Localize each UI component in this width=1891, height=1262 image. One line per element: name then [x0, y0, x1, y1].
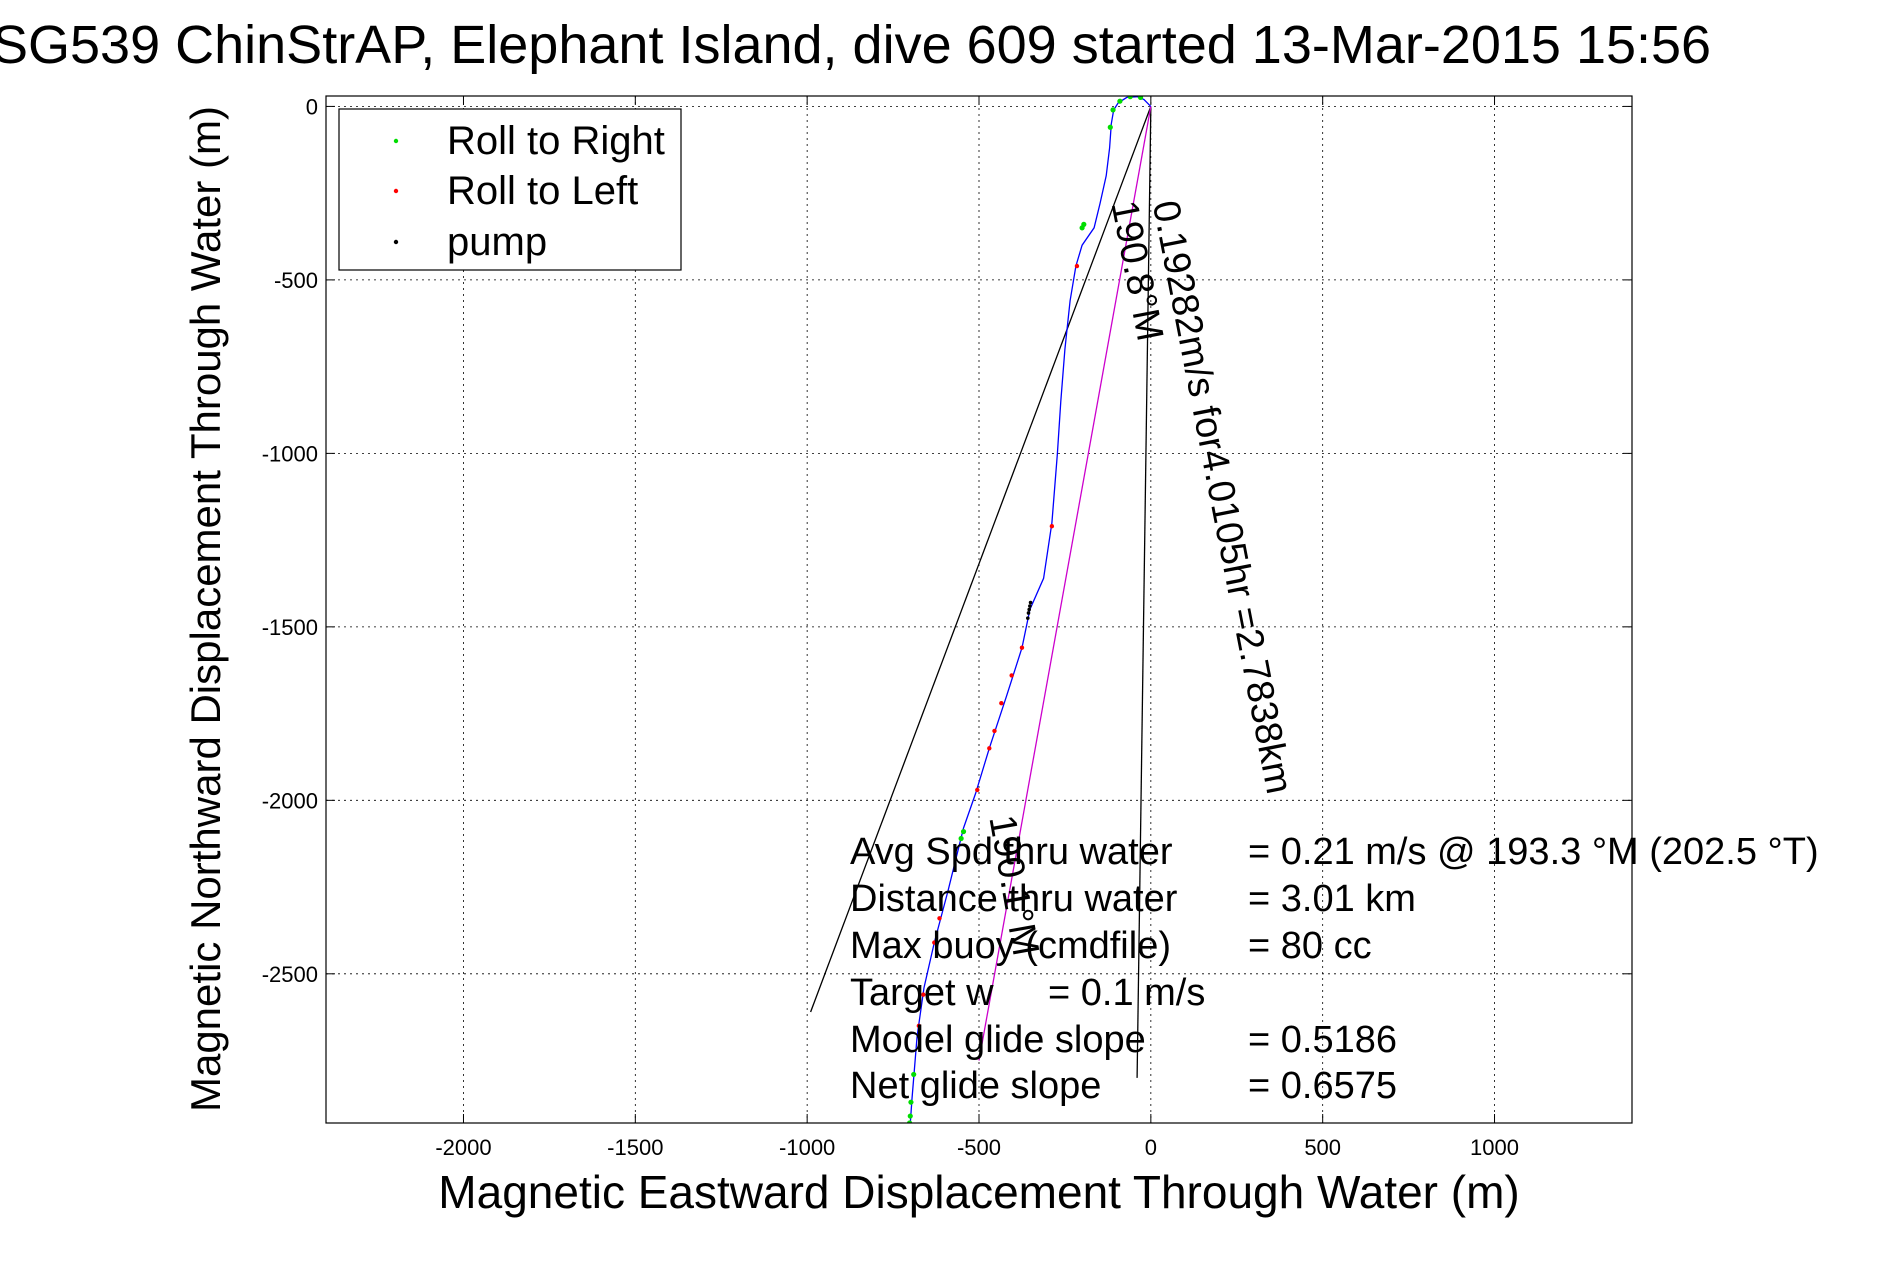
roll-left-point: [1074, 263, 1080, 269]
reference-line-0: [809, 106, 1152, 1013]
roll-left-point: [1019, 645, 1025, 650]
roll-right-point: [1107, 124, 1113, 130]
roll-left-point: [1009, 673, 1014, 678]
roll-right-point: [1110, 107, 1116, 113]
stat-label-model-glide: Model glide slope: [850, 1019, 1146, 1061]
pump-point: [1028, 604, 1032, 608]
x-tick-label: 0: [1145, 1135, 1157, 1160]
roll-right-point: [1117, 98, 1123, 104]
stat-label-target-w: Target w: [850, 972, 994, 1014]
reference-line-2: [978, 106, 1152, 1061]
legend-marker-pump: [393, 239, 399, 245]
pump-point: [1026, 611, 1031, 615]
legend-marker-roll-left: [393, 188, 399, 194]
x-tick-label: 500: [1304, 1135, 1341, 1160]
roll-right-point: [958, 835, 964, 842]
roll-left-point: [999, 700, 1004, 706]
roll-left-point: [932, 940, 937, 945]
roll-right-point: [911, 1071, 917, 1078]
y-tick-label: -1000: [262, 441, 318, 466]
y-tick-label: -500: [274, 268, 318, 293]
stat-label-avg-speed: Avg Spd thru water: [850, 831, 1173, 873]
pump-point: [1026, 616, 1030, 620]
roll-right-point: [907, 1113, 913, 1119]
x-tick-label: -500: [957, 1135, 1001, 1160]
y-tick-label: -2000: [262, 788, 318, 813]
stat-value-max-buoy: = 80 cc: [1248, 925, 1372, 967]
roll-left-point: [987, 746, 992, 751]
legend-label-roll-left: Roll to Left: [447, 169, 638, 213]
roll-left-point: [1049, 524, 1055, 529]
roll-right-point: [960, 828, 967, 835]
grid-lines: [326, 96, 1632, 1123]
roll-right-point: [1079, 225, 1085, 231]
stat-label-max-buoy: Max buoy (cmdfile): [850, 925, 1171, 967]
legend-label-pump: pump: [447, 220, 547, 264]
roll-left-point: [992, 728, 997, 734]
roll-right-point: [1137, 96, 1144, 100]
x-tick-label: 1000: [1470, 1135, 1519, 1160]
roll-right-point: [906, 1120, 913, 1123]
x-tick-label: -1000: [779, 1135, 835, 1160]
x-tick-label: -2000: [435, 1135, 491, 1160]
y-tick-label: -1500: [262, 615, 318, 640]
reference-line-1: [1136, 106, 1152, 1078]
roll-left-point: [937, 916, 942, 921]
chart-title: SG539 ChinStrAP, Elephant Island, dive 6…: [0, 15, 1711, 75]
stat-label-distance: Distance thru water: [850, 878, 1178, 920]
roll-right-point: [1127, 96, 1133, 100]
roll-left-point: [916, 1023, 922, 1029]
y-axis-label: Magnetic Northward Displacement Through …: [182, 106, 229, 1112]
stat-value-net-glide: = 0.6575: [1248, 1065, 1397, 1107]
pump-point: [1028, 600, 1033, 605]
stat-value-model-glide: = 0.5186: [1248, 1019, 1397, 1061]
stats-block: Avg Spd thru water = 0.21 m/s @ 193.3 °M…: [850, 831, 1819, 1107]
legend-marker-roll-right: [393, 138, 399, 144]
axis-ticks: -2000 -1500 -1000 -500 0 500 1000 0 -500 -1000 -15…: [262, 94, 1632, 1160]
stat-value-avg-speed: = 0.21 m/s @ 193.3 °M (202.5 °T): [1248, 831, 1819, 873]
y-tick-label: 0: [306, 94, 318, 119]
x-tick-label: -1500: [607, 1135, 663, 1160]
data-layer: [809, 96, 1152, 1123]
roll-right-point: [908, 1099, 914, 1105]
x-axis-label: Magnetic Eastward Displacement Through W…: [438, 1166, 1519, 1218]
stat-value-target-w: = 0.1 m/s: [1048, 972, 1205, 1014]
stat-value-distance: = 3.01 km: [1248, 878, 1416, 920]
stat-label-net-glide: Net glide slope: [850, 1065, 1101, 1107]
legend: Roll to Right Roll to Left pump: [338, 108, 682, 271]
roll-left-point: [921, 992, 926, 997]
legend-label-roll-right: Roll to Right: [447, 119, 665, 163]
roll-left-point: [975, 787, 980, 793]
pump-point: [1027, 607, 1031, 612]
y-tick-label: -2500: [262, 962, 318, 987]
